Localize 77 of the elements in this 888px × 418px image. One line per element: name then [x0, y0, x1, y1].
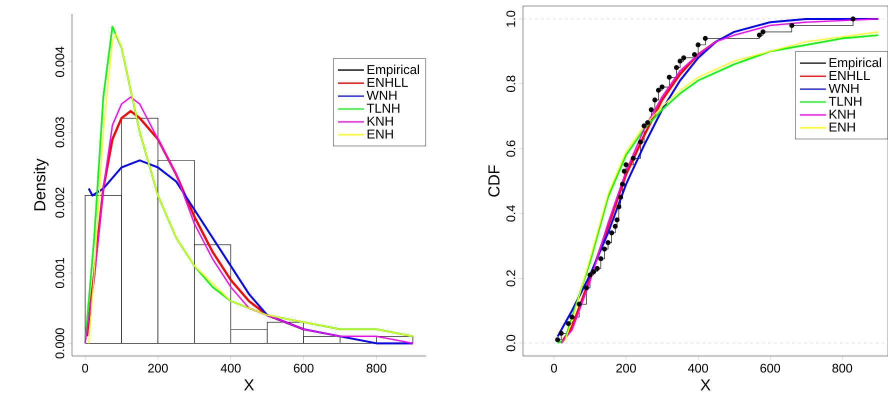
- y-tick-label: 0.001: [55, 258, 64, 288]
- point: [591, 269, 596, 274]
- x-tick-label: 400: [220, 364, 241, 373]
- point: [576, 302, 582, 307]
- point: [756, 32, 762, 38]
- y-tick-label: 0.0: [506, 334, 516, 352]
- point: [760, 29, 766, 34]
- point: [850, 16, 856, 22]
- x-tick-label: 200: [616, 364, 636, 373]
- y-axis-title: Density: [34, 158, 49, 210]
- point: [598, 256, 604, 262]
- point: [555, 337, 560, 342]
- point: [588, 272, 593, 278]
- legend-label: KNH: [368, 116, 393, 126]
- legend-label: ENH: [368, 130, 393, 138]
- x-axis-title: X: [244, 379, 254, 390]
- point: [616, 204, 622, 210]
- point: [566, 321, 571, 326]
- legend-label: ENHLL: [830, 71, 870, 80]
- y-tick-label: 0.002: [55, 188, 64, 218]
- point: [696, 42, 701, 48]
- y-axis-title: CDF: [488, 165, 500, 197]
- y-tick-label: 1.0: [506, 10, 516, 27]
- legend-label: Empirical: [368, 64, 419, 77]
- point: [674, 65, 679, 70]
- point: [612, 224, 618, 229]
- y-tick-label: 0.8: [506, 76, 516, 92]
- point: [660, 84, 665, 90]
- point: [624, 162, 629, 168]
- point: [789, 22, 794, 28]
- point: [652, 97, 658, 102]
- legend-label: TLNH: [366, 104, 400, 113]
- legend-label: KNH: [830, 110, 855, 119]
- y-tick-label: 0.004: [55, 46, 64, 77]
- y-tick-label: 0.003: [55, 117, 64, 148]
- legend-label: Empirical: [830, 58, 881, 70]
- y-tick-label: 0.4: [506, 205, 516, 222]
- point: [678, 58, 683, 64]
- x-tick-label: 600: [294, 364, 314, 373]
- x-axis-title: X: [700, 379, 710, 390]
- y-tick-label: 0.6: [506, 140, 516, 157]
- point: [642, 123, 647, 128]
- x-tick-label: 0: [82, 364, 88, 373]
- line-series: [560, 40, 718, 344]
- point: [614, 217, 620, 222]
- point: [558, 330, 564, 336]
- x-tick-label: 0: [551, 364, 557, 373]
- point: [656, 88, 661, 93]
- point: [609, 230, 614, 236]
- point: [594, 266, 600, 271]
- point: [648, 107, 654, 112]
- y-tick-label: 0.000: [55, 328, 64, 358]
- point: [645, 120, 650, 126]
- point: [702, 36, 708, 41]
- legend-label: ENHLL: [368, 78, 408, 87]
- point: [606, 240, 611, 246]
- point: [602, 246, 607, 252]
- point: [618, 194, 624, 200]
- point: [692, 52, 698, 58]
- point: [620, 182, 625, 187]
- x-tick-label: 800: [832, 364, 852, 373]
- legend-label: WNH: [828, 84, 858, 93]
- point: [622, 168, 627, 174]
- x-tick-label: 200: [148, 364, 168, 373]
- point: [584, 285, 589, 290]
- x-tick-label: 400: [688, 364, 708, 373]
- legend-label: WNH: [366, 90, 396, 100]
- x-tick-label: 800: [366, 364, 386, 373]
- y-tick-label: 0.2: [506, 270, 516, 286]
- point: [630, 156, 636, 161]
- legend-label: TLNH: [828, 96, 862, 106]
- point: [570, 314, 574, 320]
- x-tick-label: 600: [760, 364, 780, 373]
- point: [666, 74, 672, 80]
- point: [681, 55, 686, 60]
- legend-label: ENH: [830, 122, 855, 132]
- point: [638, 140, 643, 145]
